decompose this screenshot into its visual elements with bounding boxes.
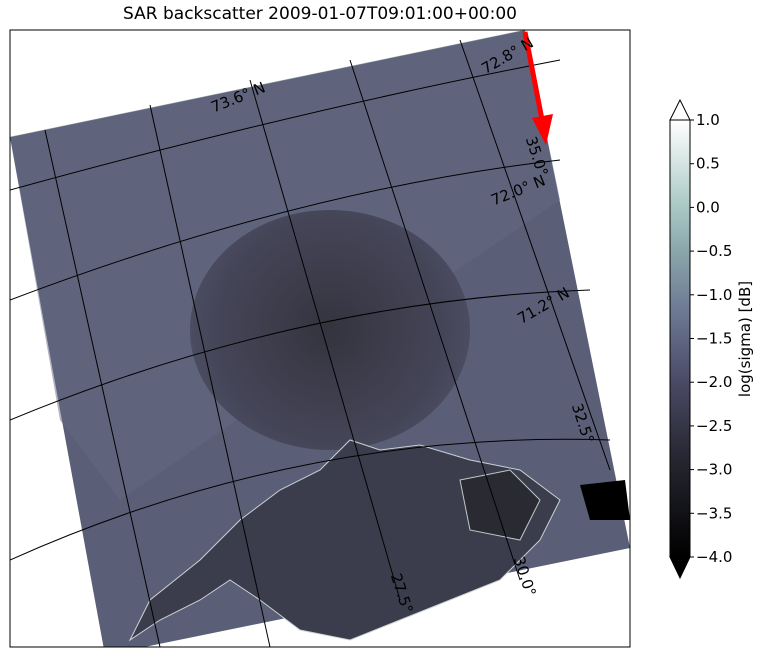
sar-dark-area (190, 210, 470, 450)
colorbar-tick-label: −3.5 (696, 504, 732, 522)
colorbar-tick-label: −1.5 (696, 330, 732, 348)
colorbar-extend-min (669, 556, 691, 580)
colorbar-tick-label: −2.5 (696, 417, 732, 435)
colorbar-fill (670, 120, 690, 557)
colorbar: log(sigma) [dB] (669, 98, 754, 580)
colorbar-extend-max (669, 98, 691, 121)
latitude-line (10, 289, 591, 421)
colorbar-tick-label: −3.0 (696, 461, 732, 479)
swath-edge (10, 30, 526, 138)
colorbar-tick-label: 0.5 (696, 155, 720, 173)
colorbar-tick-label: −0.5 (696, 242, 732, 260)
colorbar-tick-label: −2.0 (696, 373, 732, 391)
coastline (580, 480, 630, 520)
map-frame (9, 29, 631, 648)
title: SAR backscatter 2009-01-07T09:01:00+00:0… (123, 4, 517, 24)
colorbar-tick-label: 1.0 (696, 111, 720, 129)
colorbar-label: log(sigma) [dB] (736, 281, 754, 397)
latitude-line (10, 59, 561, 191)
latitude-line (10, 438, 611, 561)
colorbar-tick-label: −4.0 (696, 548, 732, 566)
longitude-line (44, 129, 161, 647)
longitude-line (249, 79, 401, 601)
coastline (459, 469, 541, 541)
longitude-line (149, 104, 271, 647)
direction-arrow-head (532, 114, 553, 145)
longitude-line (459, 39, 611, 471)
latitude-line (10, 159, 561, 301)
map-area (10, 30, 630, 647)
colorbar-tick-label: −1.0 (696, 286, 732, 304)
coastline (128, 439, 561, 642)
colorbar-tick-label: 0.0 (696, 198, 720, 216)
longitude-line (349, 59, 521, 581)
